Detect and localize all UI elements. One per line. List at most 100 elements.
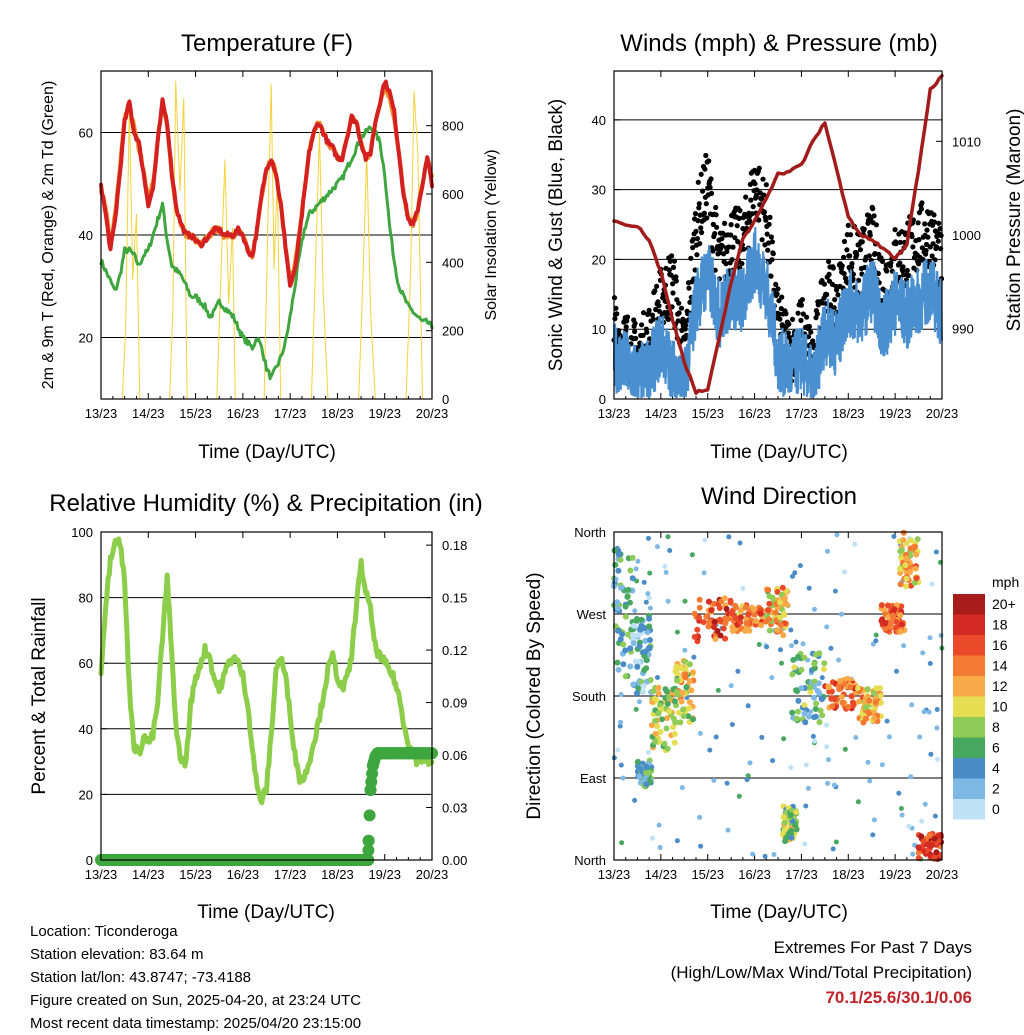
x-tick-label: 20/23 [926,867,959,882]
direction-point [678,698,685,705]
x-tick-label: 17/23 [274,867,307,882]
gust-point [821,281,828,287]
direction-point [632,608,638,614]
pressure-line [612,73,944,395]
gust-point [613,305,619,311]
gust-point [678,305,685,311]
direction-point [802,719,809,726]
gust-point [810,338,816,344]
temp-2m-line [99,79,434,288]
direction-point [779,660,784,666]
direction-point [696,596,703,603]
gust-point [646,307,652,313]
direction-point [934,707,940,712]
gust-point [929,253,935,259]
direction-point [742,604,749,611]
direction-point [793,687,799,694]
direction-point [927,832,934,839]
gust-point [904,267,910,274]
plot-frame [100,531,433,861]
gust-point [694,236,701,242]
direction-point [805,713,812,720]
direction-point [671,698,678,705]
gust-point [783,311,789,317]
gust-point [834,287,840,293]
temperature-ylabel: 2m & 9m T (Red, Orange) & 2m Td (Green) [40,81,57,390]
gust-point [861,226,867,232]
gust-point [754,187,760,193]
temp-9m-line [99,83,434,286]
direction-point [732,615,739,621]
direction-point [814,687,821,694]
y2-tick-label: 0.18 [442,538,467,553]
direction-point [819,675,825,681]
direction-point [691,610,698,617]
direction-point [751,611,758,618]
direction-point [624,593,631,600]
direction-point [803,762,809,768]
solar-insolation-line [121,80,423,400]
direction-point [655,690,662,697]
direction-point [789,709,796,716]
gust-point [933,244,940,250]
direction-point [890,612,896,619]
direction-point [747,760,753,766]
y-tick-label: North [574,853,606,868]
x-tick-label: 19/23 [879,406,912,421]
direction-point [729,722,735,727]
gust-point [623,324,629,330]
direction-point [696,614,702,621]
y2-tick-label: 400 [442,255,464,270]
direction-point [849,699,856,706]
gust-point [667,258,673,264]
direction-point [665,534,671,540]
direction-point [842,569,848,575]
direction-point [781,819,788,826]
direction-point [867,778,873,784]
direction-point [825,780,831,786]
direction-point [686,661,693,668]
direction-point [732,602,739,609]
direction-point [872,699,879,706]
gust-point [850,271,857,277]
direction-point [724,616,731,623]
gust-point [632,328,638,335]
gust-point [707,184,713,190]
direction-point [877,692,884,699]
direction-point [689,552,695,558]
direction-point [643,781,650,788]
gust-point [695,179,701,185]
gust-point [743,194,749,200]
colorbar-swatch [953,799,985,820]
direction-point [828,645,834,651]
direction-point [758,622,765,629]
direction-point [873,685,880,692]
direction-point [744,620,751,627]
direction-point [878,602,885,609]
direction-point [807,688,814,695]
gust-point [867,232,873,238]
wind-direction-panel: Wind Direction Time (Day/UTC) Direction … [524,483,958,923]
x-tick-label: 13/23 [85,867,118,882]
direction-point [913,551,920,558]
direction-point [643,657,650,664]
direction-point [634,632,641,639]
direction-point [826,757,831,763]
direction-point [616,551,623,558]
direction-point [618,692,624,697]
direction-point [839,611,844,617]
direction-point [756,642,762,647]
direction-point [879,616,886,623]
direction-point [813,700,820,707]
direction-point [900,537,907,543]
gust-point [728,222,734,228]
direction-point [820,666,827,673]
direction-point [848,693,855,700]
direction-point [792,822,799,829]
direction-point [903,575,910,582]
direction-point [903,555,910,562]
direction-point [913,575,920,582]
gust-point [769,239,776,245]
gust-point [870,206,876,212]
